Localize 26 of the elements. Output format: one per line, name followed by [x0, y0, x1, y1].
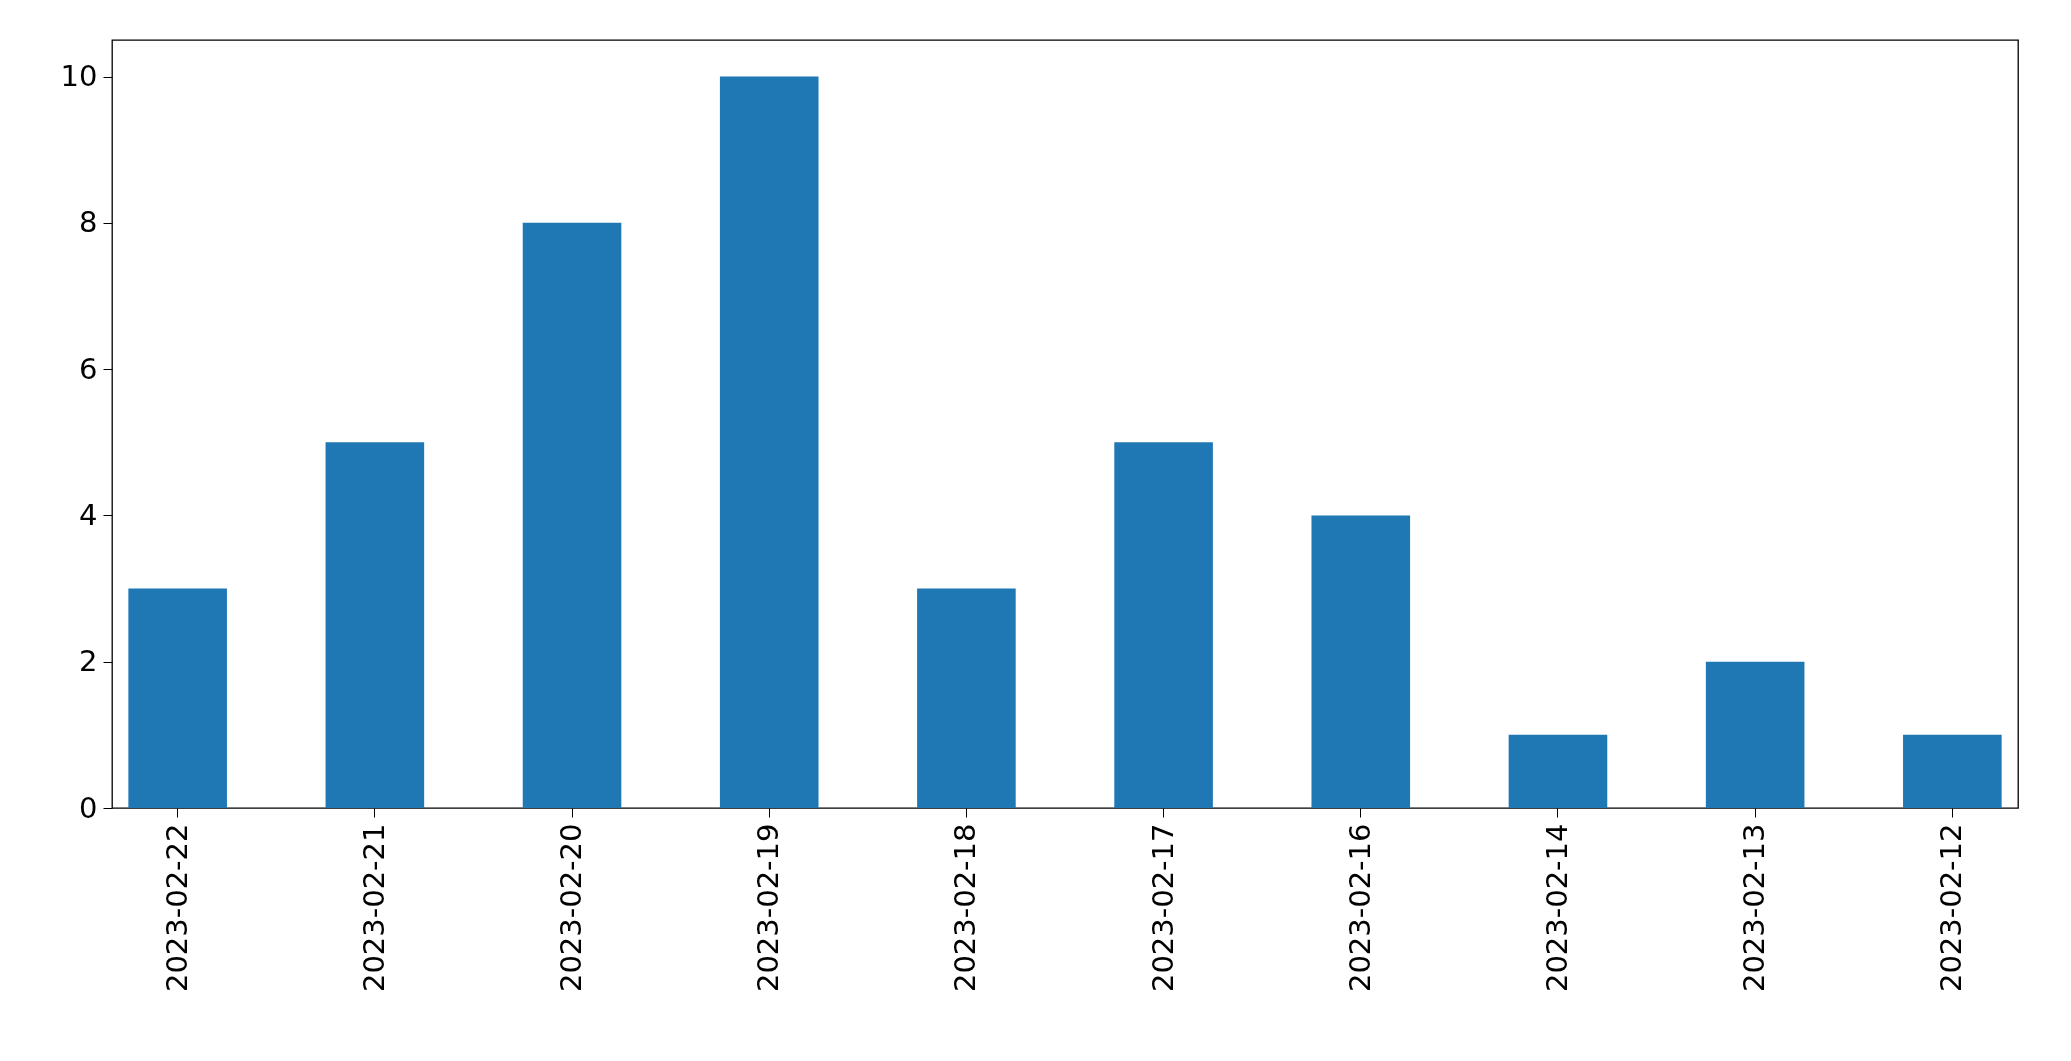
x-tick-label: 2023-02-12 — [1934, 823, 1969, 993]
x-tick-label: 2023-02-21 — [356, 823, 391, 993]
y-tick-label: 10 — [60, 59, 98, 94]
y-tick-label: 4 — [79, 497, 98, 532]
x-tick-label: 2023-02-17 — [1145, 823, 1180, 993]
x-tick-label: 2023-02-20 — [554, 823, 589, 993]
bar — [1311, 515, 1411, 808]
x-tick-label: 2023-02-16 — [1342, 823, 1377, 993]
bar — [1705, 661, 1805, 808]
x-tick-label: 2023-02-13 — [1737, 823, 1772, 993]
x-tick-label: 2023-02-19 — [751, 823, 786, 993]
y-tick-label: 8 — [79, 205, 98, 240]
x-tick-label: 2023-02-14 — [1539, 823, 1574, 993]
bar — [522, 222, 622, 808]
y-tick-label: 0 — [79, 790, 98, 825]
bar — [128, 588, 227, 808]
y-tick-label: 6 — [79, 351, 98, 386]
bar — [1114, 442, 1213, 808]
x-tick-label: 2023-02-18 — [948, 823, 983, 993]
y-tick-label: 2 — [79, 644, 98, 679]
bar — [1508, 734, 1608, 808]
bar — [719, 76, 819, 808]
bar — [1903, 734, 2002, 808]
x-tick-label: 2023-02-22 — [159, 823, 194, 993]
bar — [917, 588, 1016, 808]
bar — [325, 442, 425, 808]
